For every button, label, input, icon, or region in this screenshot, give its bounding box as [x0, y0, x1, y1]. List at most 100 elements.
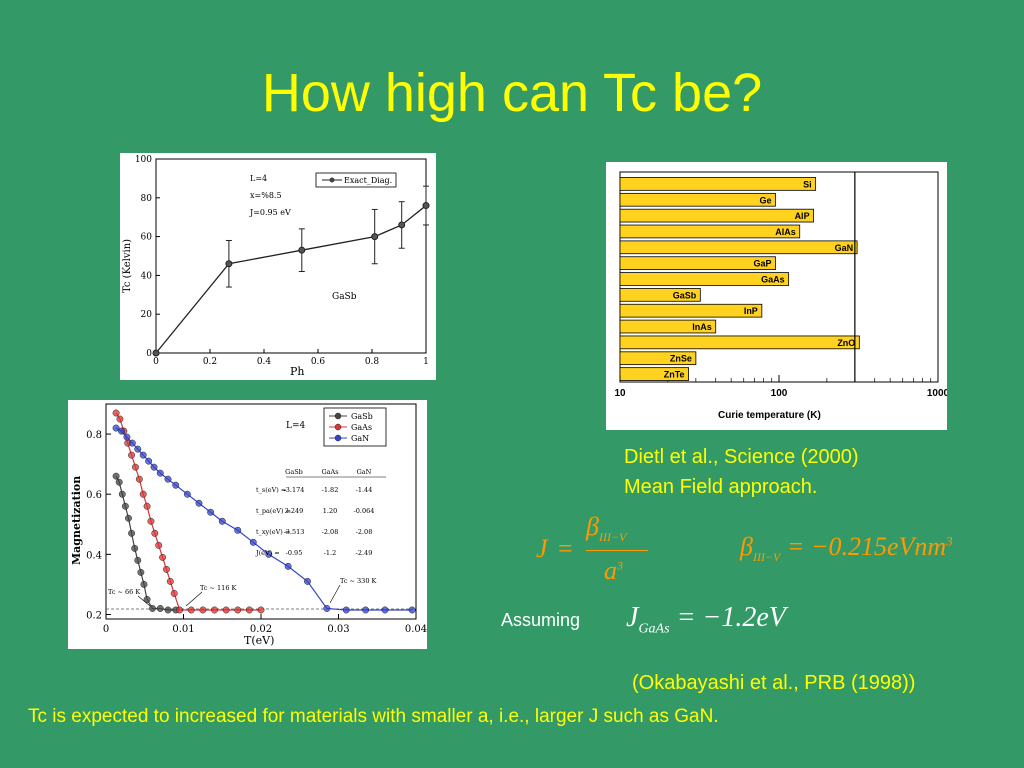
y-tick-label: 0.8: [86, 430, 102, 441]
x-tick-label: 1000: [927, 388, 947, 399]
data-point-gan: [156, 469, 164, 477]
eq-j: J: [536, 534, 548, 563]
eq-j-gaas: J: [626, 602, 639, 633]
x-tick-label: 0.03: [327, 624, 349, 635]
table-cell: 2.249: [285, 507, 304, 515]
data-point-gaas: [132, 463, 139, 471]
bar-label-gap: GaP: [753, 259, 771, 269]
table-cell: -2.08: [356, 528, 373, 536]
equation-beta-value: βIII−V = −0.215eVnm3: [740, 532, 953, 565]
data-point-gasb: [164, 606, 172, 614]
data-point-gan: [123, 433, 131, 441]
bar-inas: [619, 319, 717, 334]
data-point-gaas: [187, 606, 195, 614]
table-cell: -1.44: [356, 486, 373, 494]
curie-temperature-svg: Si Ge AlP AlAs GaN GaP GaAs GaSb InP InAs ZnO ZnSe Z…: [614, 171, 950, 421]
data-point: [398, 221, 406, 229]
bar-alp: [619, 208, 814, 223]
data-point-gaas: [257, 606, 265, 614]
series-line: [155, 205, 427, 354]
data-point-gasb: [128, 529, 136, 537]
data-point-gasb: [149, 605, 156, 612]
bar-zno: [619, 335, 860, 350]
bar-gap: [619, 256, 776, 270]
x-tick-label: 0.4: [257, 357, 272, 367]
legend-label: GaN: [351, 434, 369, 443]
data-point-gan: [145, 457, 153, 465]
data-point-gaas: [176, 606, 184, 614]
annotation-l: L=4: [286, 421, 306, 431]
x-tick-label: 0: [103, 624, 109, 635]
eq-equals: =: [558, 534, 573, 563]
bar-label-gaas: GaAs: [761, 275, 785, 285]
assuming-label: Assuming: [501, 610, 581, 630]
x-tick-label: 100: [771, 388, 788, 399]
table-cell: -1.2: [324, 549, 337, 557]
legend-marker: [334, 412, 342, 420]
data-point-gasb: [156, 605, 164, 612]
data-point-gasb: [118, 490, 126, 498]
tc-arrow-gan: [329, 584, 341, 604]
bar-gaas: [619, 272, 790, 286]
x-tick-label: 0.04: [405, 624, 427, 635]
data-point-gan: [284, 562, 292, 570]
eq-beta2-sub: III−V: [752, 550, 781, 565]
data-point-gan: [118, 427, 125, 435]
annotation-material: GaSb: [332, 292, 357, 302]
y-tick-label: 60: [141, 233, 153, 243]
bar-znse: [619, 351, 697, 366]
data-point: [371, 233, 379, 241]
table-cell: 1.20: [323, 507, 337, 515]
tc-arrow-gaas: [185, 591, 203, 607]
data-point-gaas: [170, 589, 178, 597]
data-point-gan: [183, 490, 191, 498]
y-tick-label: 0.4: [86, 550, 102, 561]
data-point-gan: [150, 463, 158, 471]
legend-label: GaAs: [351, 423, 372, 432]
eq-beta2: β: [740, 532, 753, 561]
y-tick-label: 0.2: [86, 610, 102, 621]
y-tick-label: 0.6: [86, 490, 102, 501]
data-point-gaas: [135, 475, 143, 483]
x-tick-label: 0.02: [250, 624, 272, 635]
tc-arrow-gasb: [137, 595, 151, 607]
data-point-gan: [381, 606, 389, 614]
annotation-j: J=0.95 eV: [249, 208, 291, 217]
x-axis-label: Curie temperature (K): [718, 410, 821, 421]
data-point-gaas: [211, 606, 218, 614]
legend-marker: [334, 423, 342, 431]
table-cell: J(eV) =: [255, 549, 280, 557]
tc-label-gasb: Tc ~ 66 K: [108, 588, 140, 596]
eq-j-gaas-sub: GaAs: [638, 621, 670, 637]
curie-temperature-chart: Si Ge AlP AlAs GaN GaP GaAs GaSb InP InAs ZnO ZnSe Z…: [606, 162, 950, 430]
equation-j-gaas: JGaAs = −1.2eV: [626, 602, 786, 638]
bar-label-inas: InAs: [692, 322, 712, 332]
data-point-gaas: [166, 577, 174, 585]
data-point-gan: [218, 517, 226, 525]
data-point-gan: [408, 606, 416, 614]
data-point-gan: [304, 577, 311, 585]
eq-beta2-exp: 3: [946, 533, 953, 549]
data-point-gaas: [234, 606, 242, 614]
bar-label-inp: InP: [744, 306, 758, 316]
x-tick-label: 0.6: [311, 357, 326, 367]
data-point-gasb: [140, 580, 148, 588]
data-point-gaas: [147, 517, 155, 525]
data-point-gan: [172, 481, 180, 489]
data-point-gan: [265, 550, 273, 558]
y-tick-label: 0: [146, 349, 152, 359]
data-point-gan: [195, 499, 203, 507]
y-axis-label: Tc (Kelvin): [122, 239, 133, 293]
legend-label: GaSb: [351, 412, 373, 421]
data-point-gan: [362, 606, 370, 614]
data-point-gaas: [245, 606, 253, 614]
bar-alas: [619, 224, 801, 239]
x-axis-label: T(eV): [244, 634, 274, 647]
plot-frame: [155, 158, 427, 354]
citation-dietl: Dietl et al., Science (2000): [624, 446, 859, 468]
data-point: [422, 202, 430, 210]
y-tick-label: 40: [141, 271, 153, 281]
eq-a-exp: 3: [617, 558, 623, 573]
bar-si: [619, 177, 817, 191]
